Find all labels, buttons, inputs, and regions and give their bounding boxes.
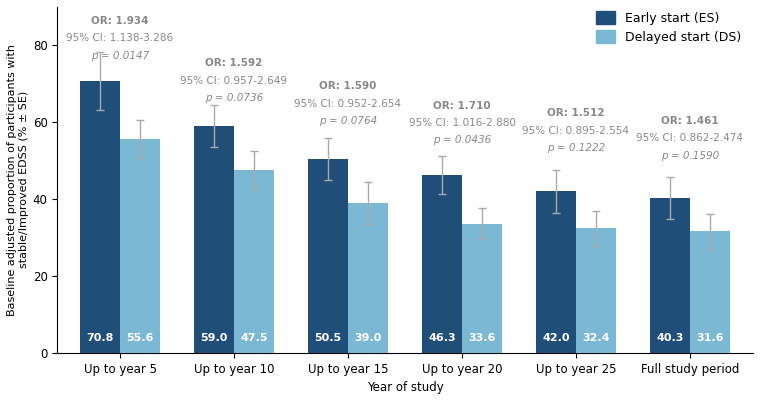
Text: p = 0.0436: p = 0.0436 [433,135,491,145]
Text: OR: 1.461: OR: 1.461 [661,116,719,126]
Text: 32.4: 32.4 [582,333,610,343]
Text: OR: 1.512: OR: 1.512 [547,108,605,118]
Text: 95% CI: 1.016-2.880: 95% CI: 1.016-2.880 [409,118,515,128]
Text: OR: 1.710: OR: 1.710 [433,101,491,111]
Text: p = 0.0736: p = 0.0736 [205,93,263,103]
Text: 40.3: 40.3 [657,333,684,343]
Text: 31.6: 31.6 [696,333,724,343]
Text: 46.3: 46.3 [428,333,456,343]
Legend: Early start (ES), Delayed start (DS): Early start (ES), Delayed start (DS) [591,6,746,49]
Text: 39.0: 39.0 [354,333,382,343]
Text: 70.8: 70.8 [87,333,114,343]
Text: 33.6: 33.6 [468,333,496,343]
Bar [348,203,388,353]
Text: 50.5: 50.5 [315,333,341,343]
Text: 55.6: 55.6 [126,333,154,343]
Text: 95% CI: 1.138-3.286: 95% CI: 1.138-3.286 [66,33,173,43]
Text: OR: 1.590: OR: 1.590 [319,81,377,91]
Text: 95% CI: 0.952-2.654: 95% CI: 0.952-2.654 [294,99,401,109]
Text: 42.0: 42.0 [543,333,570,343]
Text: p = 0.0147: p = 0.0147 [91,51,149,61]
Bar [462,224,502,353]
Bar [576,228,616,353]
Bar [690,231,730,353]
Text: p = 0.1222: p = 0.1222 [547,143,605,153]
Y-axis label: Baseline adjusted proportion of participants with
stable/Improved EDSS (% ± SE): Baseline adjusted proportion of particip… [7,44,29,316]
Text: 47.5: 47.5 [240,333,268,343]
Text: 95% CI: 0.957-2.649: 95% CI: 0.957-2.649 [180,76,287,86]
Bar [120,139,160,353]
Text: OR: 1.592: OR: 1.592 [205,59,263,69]
X-axis label: Year of study: Year of study [366,381,443,394]
Text: 95% CI: 0.862-2.474: 95% CI: 0.862-2.474 [636,134,743,143]
Text: 59.0: 59.0 [201,333,228,343]
Bar [308,159,348,353]
Bar [650,198,690,353]
Bar [234,170,274,353]
Text: 95% CI: 0.895-2.554: 95% CI: 0.895-2.554 [522,126,629,136]
Bar [194,126,234,353]
Bar [80,81,120,353]
Text: p = 0.1590: p = 0.1590 [661,151,719,161]
Bar [422,175,462,353]
Bar [536,191,576,353]
Text: OR: 1.934: OR: 1.934 [91,16,149,26]
Text: p = 0.0764: p = 0.0764 [319,116,377,126]
